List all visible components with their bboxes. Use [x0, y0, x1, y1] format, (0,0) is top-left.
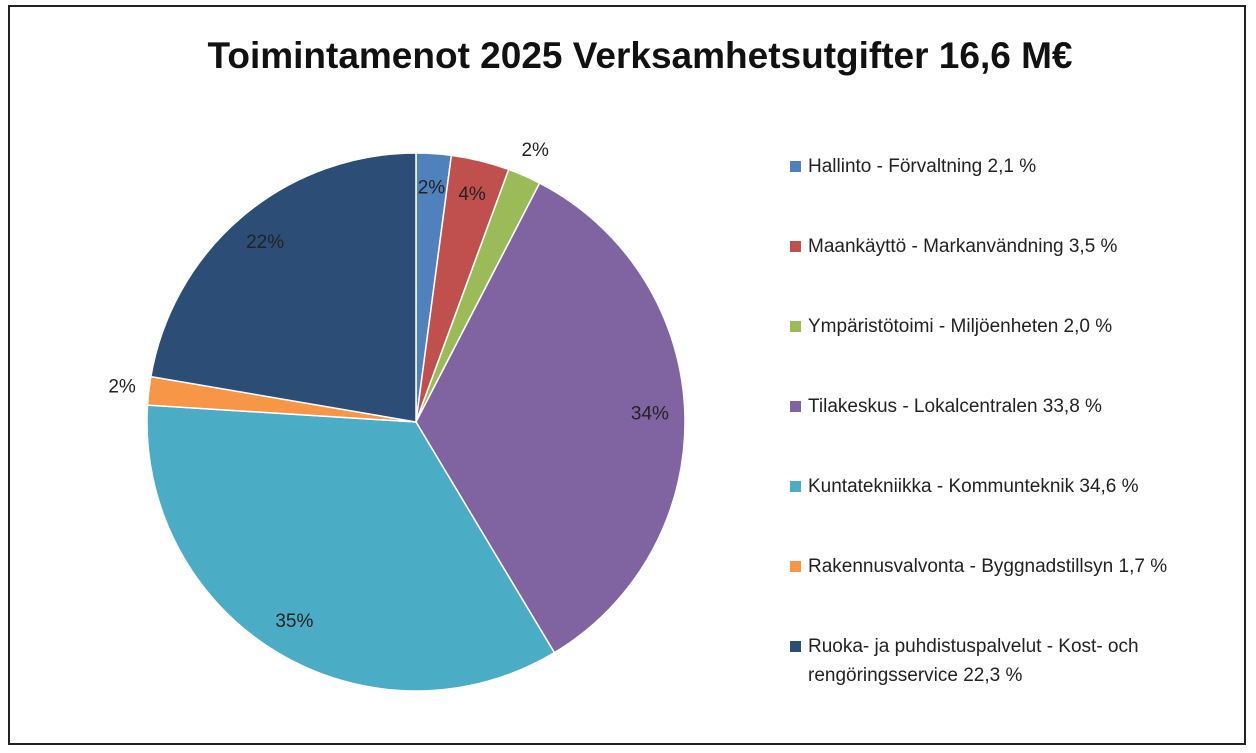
legend-item: Rakennusvalvonta - Byggnadstillsyn 1,7 %: [790, 552, 1180, 581]
chart-frame: [8, 5, 1246, 745]
chart-title: Toimintamenot 2025 Verksamhetsutgifter 1…: [207, 35, 1072, 76]
legend-swatch: [790, 241, 801, 252]
legend-label: Tilakeskus - Lokalcentralen 33,8 %: [808, 396, 1102, 417]
data-label: 35%: [275, 611, 313, 632]
legend-item: Kuntatekniikka - Kommunteknik 34,6 %: [790, 472, 1180, 501]
legend-label: Hallinto - Förvaltning 2,1 %: [808, 156, 1037, 177]
data-label: 34%: [631, 404, 669, 425]
legend-label: Rakennusvalvonta - Byggnadstillsyn 1,7 %: [808, 556, 1168, 577]
legend-label: Ruoka- ja puhdistuspalvelut - Kost- och …: [808, 636, 1139, 686]
legend-item: Tilakeskus - Lokalcentralen 33,8 %: [790, 392, 1180, 421]
legend-swatch: [790, 641, 801, 652]
legend-swatch: [790, 321, 801, 332]
legend-swatch: [790, 401, 801, 412]
legend-swatch: [790, 161, 801, 172]
data-label: 2%: [521, 140, 549, 161]
data-label: 2%: [108, 377, 136, 398]
legend-label: Maankäyttö - Markanvändning 3,5 %: [808, 236, 1118, 257]
data-label: 4%: [458, 184, 486, 205]
legend-label: Ympäristötoimi - Miljöenheten 2,0 %: [808, 316, 1113, 337]
legend-item: Ympäristötoimi - Miljöenheten 2,0 %: [790, 312, 1180, 341]
pie-slice: [149, 152, 417, 423]
data-label: 2%: [418, 177, 446, 198]
legend-swatch: [790, 481, 801, 492]
legend-item: Maankäyttö - Markanvändning 3,5 %: [790, 232, 1180, 261]
legend-item: Hallinto - Förvaltning 2,1 %: [790, 152, 1180, 181]
legend-swatch: [790, 561, 801, 572]
pie-slice: [146, 404, 556, 692]
pie-slice: [415, 182, 686, 654]
legend-label: Kuntatekniikka - Kommunteknik 34,6 %: [808, 476, 1139, 497]
legend-item: Ruoka- ja puhdistuspalvelut - Kost- och …: [790, 632, 1180, 690]
data-label: 22%: [246, 232, 284, 253]
